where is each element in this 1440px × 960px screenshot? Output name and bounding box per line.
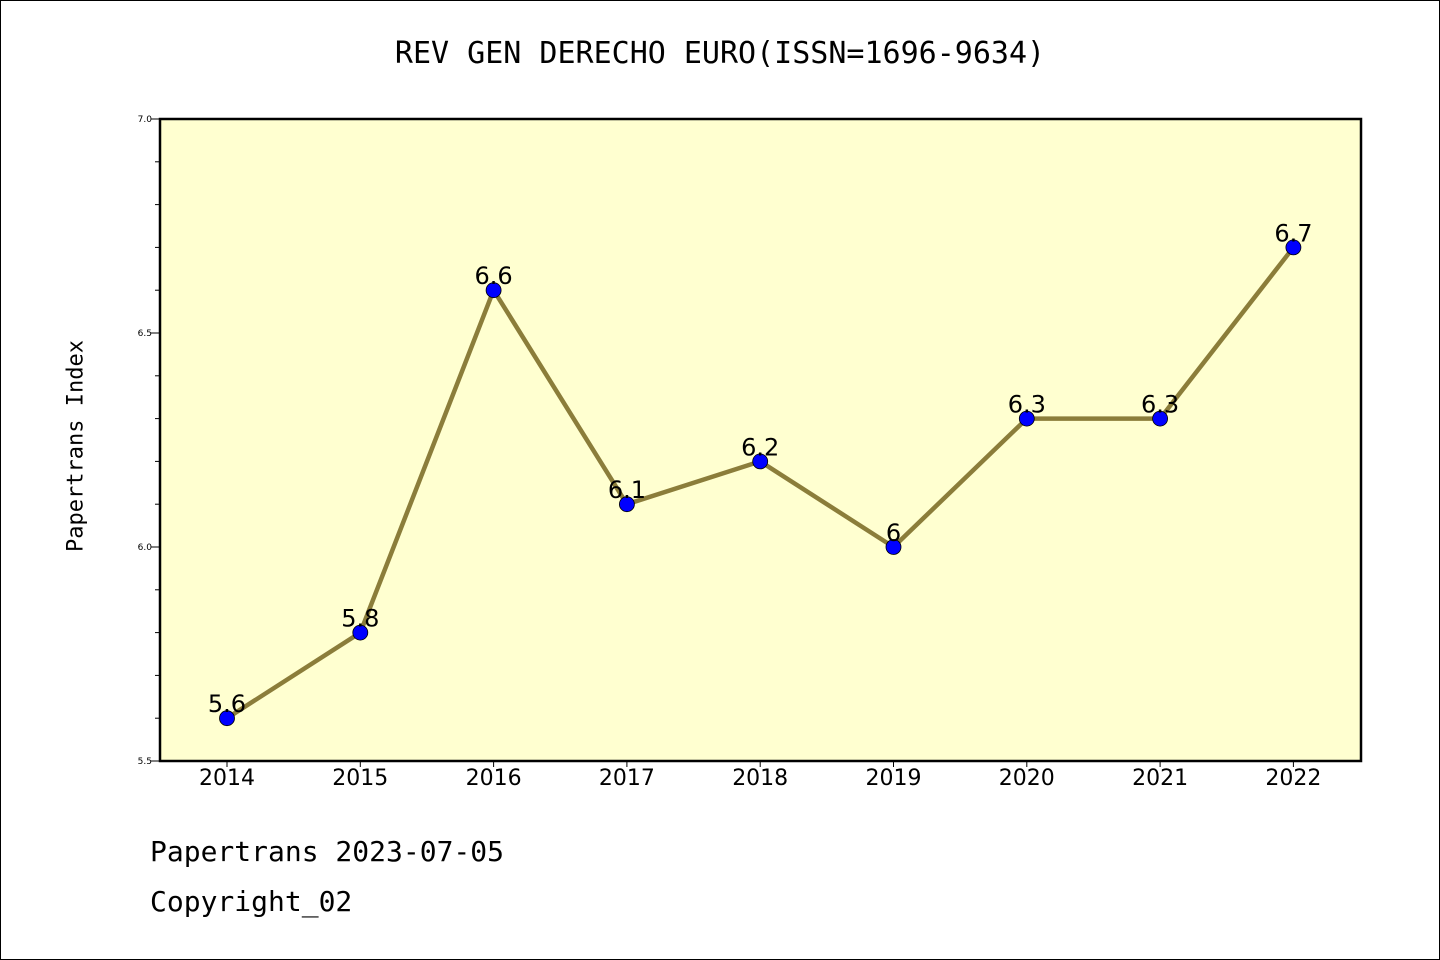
data-point xyxy=(1285,239,1302,256)
data-label: 5.8 xyxy=(341,605,379,633)
data-point xyxy=(352,624,369,641)
y-tick-label: 5.5 xyxy=(138,757,152,767)
data-point xyxy=(1018,410,1035,427)
data-label: 6.6 xyxy=(475,262,513,290)
x-tick-label: 2020 xyxy=(999,766,1055,791)
plot-border xyxy=(158,117,1363,763)
x-tick-label: 2019 xyxy=(866,766,922,791)
x-tick-label: 2018 xyxy=(732,766,788,791)
data-label: 6.3 xyxy=(1008,391,1046,419)
x-tick-label: 2022 xyxy=(1265,766,1321,791)
data-label: 6.7 xyxy=(1274,219,1312,247)
data-point xyxy=(485,282,502,299)
x-tick-label: 2021 xyxy=(1132,766,1188,791)
x-tick-label: 2015 xyxy=(332,766,388,791)
y-tick-label: 7.0 xyxy=(138,115,153,125)
x-tick-label: 2016 xyxy=(466,766,522,791)
x-tick-label: 2014 xyxy=(199,766,255,791)
data-label: 6.1 xyxy=(608,476,646,504)
y-axis-ticks: 5.5 6.0 6.5 7.0 xyxy=(138,115,160,767)
data-point xyxy=(219,710,235,727)
data-point xyxy=(885,539,902,555)
data-point xyxy=(752,453,769,470)
data-point xyxy=(1152,410,1168,427)
data-label: 5.6 xyxy=(208,690,246,718)
y-tick-label: 6.0 xyxy=(138,543,153,553)
footer-copyright: Copyright_02 xyxy=(150,885,353,918)
plot-area xyxy=(160,119,1361,761)
x-axis-ticks: 2014 2015 2016 2017 2018 2019 2020 2021 2022 xyxy=(199,761,1321,791)
y-tick-label: 6.5 xyxy=(138,329,152,339)
footer-date: Papertrans 2023-07-05 xyxy=(150,835,505,868)
x-tick-label: 2017 xyxy=(599,766,655,791)
series-group: 5.6 5.8 6.6 6.1 6.2 6 6.3 6.3 6.7 xyxy=(208,219,1312,727)
data-label: 6 xyxy=(886,519,901,547)
data-label: 6.3 xyxy=(1141,391,1179,419)
data-label: 6.2 xyxy=(741,433,779,461)
data-point xyxy=(619,496,635,513)
chart-title: REV GEN DERECHO EURO(ISSN=1696-9634) xyxy=(394,36,1046,71)
